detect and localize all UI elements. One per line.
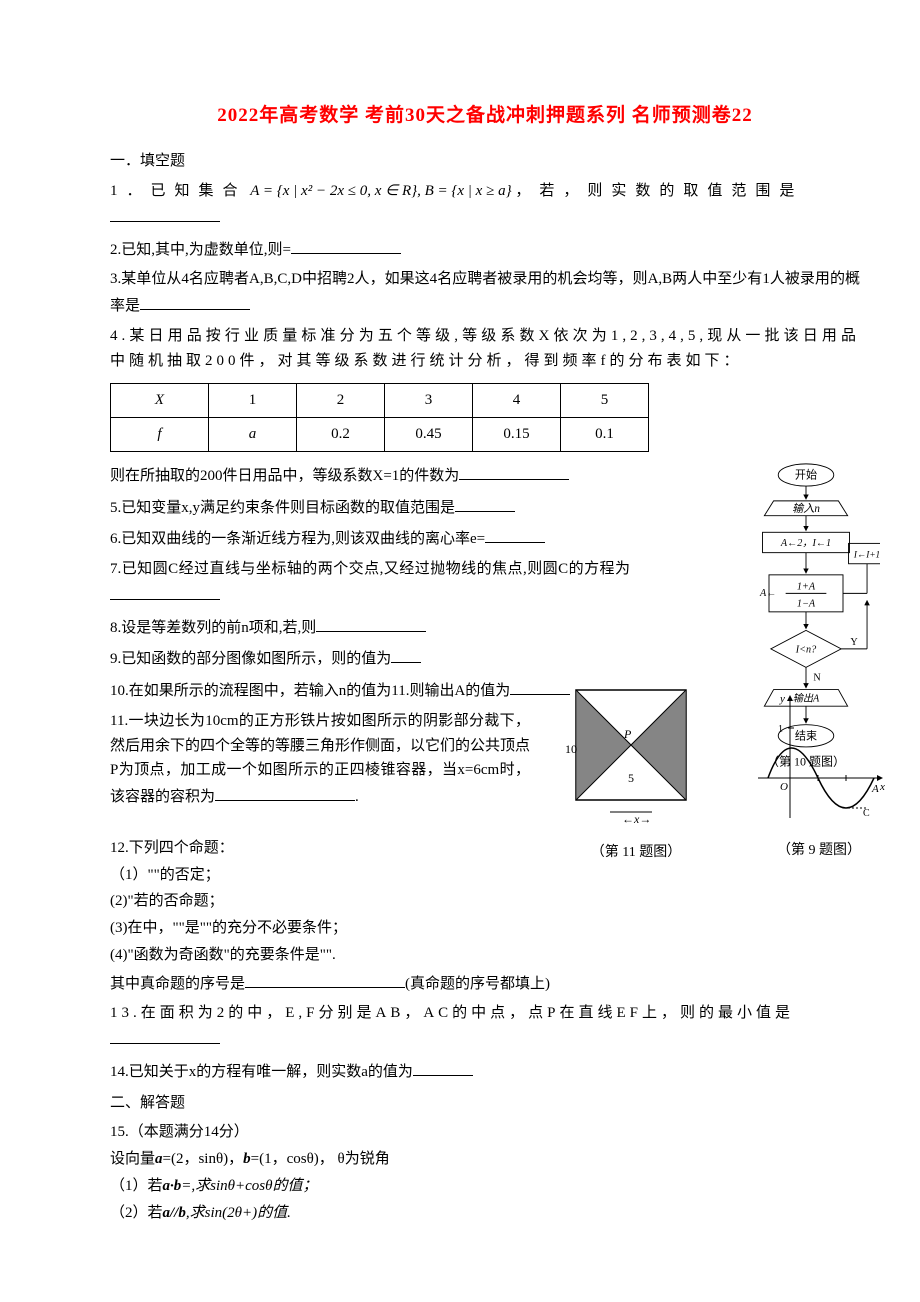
q15-line1: 设向量a=(2，sinθ)，b=(1，cosθ)， θ为锐角	[110, 1147, 860, 1172]
q12-3: (3)在中，""是""的充分不必要条件；	[110, 916, 860, 941]
q11-blank	[215, 783, 355, 801]
svg-text:N: N	[813, 672, 821, 683]
q12: 12.下列四个命题： （1）""的否定； (2)"若的否命题； (3)在中，""…	[110, 836, 860, 997]
q15-line3: （2）若a//b,求sin(2θ+)的值.	[110, 1201, 860, 1226]
q5-blank	[455, 494, 515, 512]
q4-intro: 4.某日用品按行业质量标准分为五个等级,等级系数X依次为1,2,3,4,5,现从…	[110, 324, 860, 374]
q5: 5.已知变量x,y满足约束条件则目标函数的取值范围是	[110, 494, 630, 521]
q13-blank	[110, 1026, 220, 1044]
cell: 0.45	[385, 418, 473, 452]
q9-blank	[391, 645, 421, 663]
q3: 3.某单位从4名应聘者A,B,C,D中招聘2人，如果这4名应聘者被录用的机会均等…	[110, 267, 860, 319]
q13-text: 13.在面积为2的中，E,F分别是AB，AC的中点，点P在直线EF上，则的最小值…	[110, 1005, 794, 1021]
q1-formula: A = {x | x² − 2x ≤ 0, x ∈ R}, B = {x | x…	[250, 183, 511, 199]
svg-text:I←I+1: I←I+1	[853, 550, 880, 560]
q2-text: 2.已知,其中,为虚数单位,则=	[110, 242, 291, 258]
figure-q9: x y O 1 A C （第 9 题图）	[750, 688, 888, 862]
svg-text:A: A	[871, 783, 879, 795]
svg-text:P: P	[623, 727, 632, 741]
th-x: X	[111, 384, 209, 418]
q8-blank	[316, 614, 426, 632]
page-title: 2022年高考数学 考前30天之备战冲刺押题系列 名师预测卷22	[110, 100, 860, 131]
svg-text:A←: A←	[759, 588, 776, 599]
q6-blank	[485, 525, 545, 543]
q14-blank	[413, 1058, 473, 1076]
svg-text:O: O	[780, 781, 788, 793]
q1: 1．已知集合 A = {x | x² − 2x ≤ 0, x ∈ R}, B =…	[110, 179, 860, 231]
section-2-header: 二、解答题	[110, 1091, 860, 1116]
svg-text:←x→: ←x→	[622, 812, 651, 826]
q7-text: 7.已知圆C经过直线与坐标轴的两个交点,又经过抛物线的焦点,则圆C的方程为	[110, 561, 630, 577]
svg-text:x: x	[879, 781, 885, 793]
q10: 10.在如果所示的流程图中，若输入n的值为11.则输出A的值为	[110, 677, 630, 704]
q12-tail-a: 其中真命题的序号是	[110, 976, 245, 992]
q7-blank	[110, 582, 220, 600]
q14-text: 14.已知关于x的方程有唯一解，则实数a的值为	[110, 1064, 413, 1080]
svg-text:I<n?: I<n?	[795, 644, 816, 655]
q6: 6.已知双曲线的一条渐近线方程为,则该双曲线的离心率e=	[110, 525, 630, 552]
q15: 15.（本题满分14分） 设向量a=(2，sinθ)，b=(1，cosθ)， θ…	[110, 1120, 860, 1225]
q11b-text: .	[355, 789, 359, 805]
cell: 0.2	[297, 418, 385, 452]
q4a-text: 4.某日用品按行业质量标准分为五个等级,等级系数X依次为1,2,3,4,5,现从…	[110, 328, 860, 369]
q8-text: 8.设是等差数列的前n项和,若,则	[110, 620, 316, 636]
q4b-text: 则在所抽取的200件日用品中，等级系数X=1的件数为	[110, 468, 459, 484]
fig11-svg: P 5 10 ←x→	[562, 680, 710, 830]
svg-text:1+A: 1+A	[797, 581, 816, 592]
q12-4: (4)"函数为奇函数"的充要条件是"".	[110, 943, 860, 968]
q8: 8.设是等差数列的前n项和,若,则	[110, 614, 630, 641]
q12-head: 12.下列四个命题：	[110, 836, 860, 861]
cell: a	[209, 418, 297, 452]
q12-2: (2)"若的否命题；	[110, 889, 860, 914]
svg-text:1: 1	[778, 724, 783, 735]
q1-text-a: 1．已知集合	[110, 183, 247, 199]
q13: 13.在面积为2的中，E,F分别是AB，AC的中点，点P在直线EF上，则的最小值…	[110, 1001, 860, 1053]
q3-blank	[140, 292, 250, 310]
q15-head: 15.（本题满分14分）	[110, 1120, 860, 1145]
svg-text:输入n: 输入n	[792, 502, 820, 515]
fc-start: 开始	[795, 467, 817, 481]
q5-text: 5.已知变量x,y满足约束条件则目标函数的取值范围是	[110, 500, 455, 516]
q1-text-b: ，若，则实数的取值范围是	[515, 183, 803, 199]
section-1-header: 一．填空题	[110, 149, 860, 174]
table-row: X 1 2 3 4 5	[111, 384, 649, 418]
fig11-caption: （第 11 题图）	[562, 841, 710, 864]
fig9-caption: （第 9 题图）	[750, 839, 888, 862]
cell: 4	[473, 384, 561, 418]
cell: 0.15	[473, 418, 561, 452]
th-f: f	[111, 418, 209, 452]
q4b-blank	[459, 462, 569, 480]
q2-blank	[291, 236, 401, 254]
cell: 2	[297, 384, 385, 418]
cell: 3	[385, 384, 473, 418]
q6-text: 6.已知双曲线的一条渐近线方程为,则该双曲线的离心率e=	[110, 531, 485, 547]
cell: 1	[209, 384, 297, 418]
q1-blank	[110, 204, 220, 222]
q4-table: X 1 2 3 4 5 f a 0.2 0.45 0.15 0.1	[110, 383, 649, 452]
q9-text: 9.已知函数的部分图像如图所示，则的值为	[110, 651, 391, 667]
q14: 14.已知关于x的方程有唯一解，则实数a的值为	[110, 1058, 860, 1085]
svg-text:Y: Y	[850, 637, 858, 648]
q12-tail-b: (真命题的序号都填上)	[405, 976, 550, 992]
fig9-svg: x y O 1 A C	[750, 688, 888, 828]
q2: 2.已知,其中,为虚数单位,则=	[110, 236, 860, 263]
figure-q11: P 5 10 ←x→ （第 11 题图）	[562, 680, 710, 864]
q10-text: 10.在如果所示的流程图中，若输入n的值为11.则输出A的值为	[110, 683, 510, 699]
cell: 5	[561, 384, 649, 418]
svg-text:5: 5	[628, 771, 634, 785]
table-row: f a 0.2 0.45 0.15 0.1	[111, 418, 649, 452]
q9: 9.已知函数的部分图像如图所示，则的值为	[110, 645, 630, 672]
q4b: 则在所抽取的200件日用品中，等级系数X=1的件数为	[110, 462, 630, 489]
q12-blank	[245, 970, 405, 988]
cell: 0.1	[561, 418, 649, 452]
svg-text:C: C	[863, 808, 870, 819]
svg-text:A←2，I←1: A←2，I←1	[780, 538, 831, 549]
q12-1: （1）""的否定；	[110, 863, 860, 888]
q15-line2: （1）若a·b=,求sinθ+cosθ的值；	[110, 1174, 860, 1199]
q7: 7.已知圆C经过直线与坐标轴的两个交点,又经过抛物线的焦点,则圆C的方程为	[110, 557, 630, 609]
svg-text:1−A: 1−A	[797, 598, 816, 609]
svg-text:10: 10	[565, 742, 577, 756]
q11: 11.一块边长为10cm的正方形铁片按如图所示的阴影部分裁下，然后用余下的四个全…	[110, 709, 530, 810]
svg-text:y: y	[779, 693, 785, 705]
